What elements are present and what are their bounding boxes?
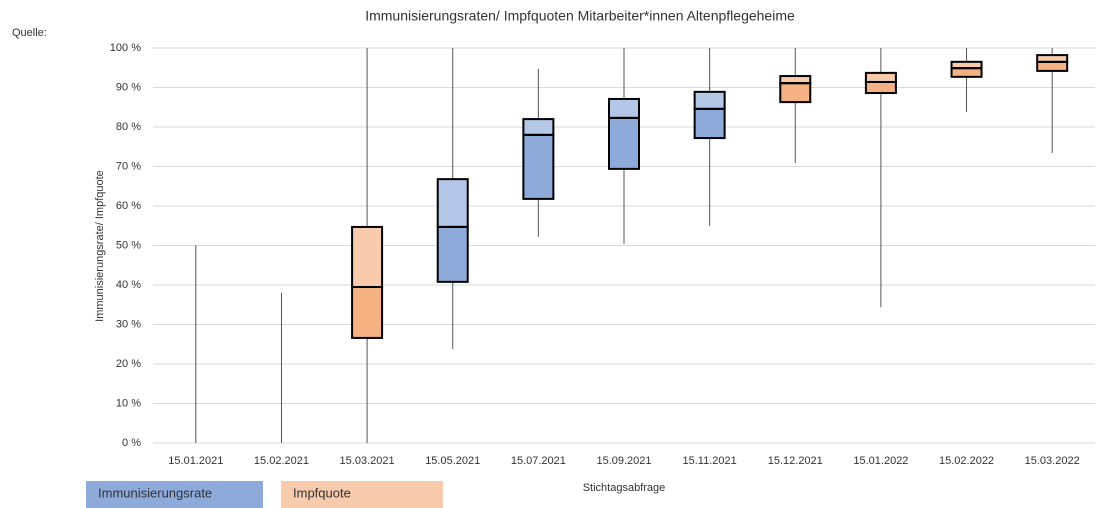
box-lower <box>522 133 555 200</box>
y-tick-label: 70 % <box>116 160 141 172</box>
box-lower <box>950 67 983 78</box>
legend-label: Immunisierungsrate <box>98 485 212 500</box>
box-upper <box>693 90 726 110</box>
legend-label: Impfquote <box>293 485 351 500</box>
y-tick-label: 30 % <box>116 318 141 330</box>
y-tick-label: 50 % <box>116 239 141 251</box>
x-tick-label: 15.01.2022 <box>853 455 908 467</box>
y-tick-label: 20 % <box>116 358 141 370</box>
box-lower <box>1036 60 1069 72</box>
x-tick-label: 15.05.2021 <box>425 455 480 467</box>
box-lower <box>351 285 384 339</box>
source-label: Quelle: <box>12 27 47 39</box>
x-tick-label: 15.03.2022 <box>1025 455 1080 467</box>
box-lower <box>608 116 640 170</box>
box-lower <box>779 82 812 104</box>
legend-swatch <box>281 481 443 508</box>
y-tick-label: 80 % <box>116 121 141 133</box>
box-lower <box>436 225 469 283</box>
box-upper <box>779 75 812 85</box>
x-tick-label: 15.11.2021 <box>683 455 737 467</box>
box-lower <box>864 80 897 95</box>
x-axis-label: Stichtagsabfrage <box>583 482 666 494</box>
x-tick-label: 15.03.2021 <box>340 455 395 467</box>
chart-title: Immunisierungsraten/ Impfquoten Mitarbei… <box>365 8 795 24</box>
x-tick-label: 15.02.2021 <box>254 455 309 467</box>
y-axis-label: Immunisierungsrate/ Impfquote <box>94 170 106 322</box>
box-upper <box>608 97 640 119</box>
y-tick-label: 60 % <box>116 200 141 212</box>
y-tick-label: 40 % <box>116 279 141 291</box>
x-tick-label: 15.12.2021 <box>768 455 823 467</box>
box-upper <box>522 118 555 136</box>
box-upper <box>864 71 897 83</box>
x-tick-label: 15.02.2022 <box>939 455 994 467</box>
box-lower <box>693 107 726 140</box>
x-tick-label: 15.01.2021 <box>168 455 223 467</box>
y-tick-label: 10 % <box>116 397 141 409</box>
box-upper <box>1036 54 1069 63</box>
y-tick-label: 90 % <box>116 81 141 93</box>
x-tick-label: 15.09.2021 <box>596 455 651 467</box>
legend-swatch <box>86 481 263 508</box>
x-tick-label: 15.07.2021 <box>511 455 566 467</box>
box-upper <box>351 225 384 288</box>
y-tick-label: 100 % <box>110 42 141 54</box>
y-tick-label: 0 % <box>122 437 141 449</box>
box-upper <box>436 178 469 228</box>
